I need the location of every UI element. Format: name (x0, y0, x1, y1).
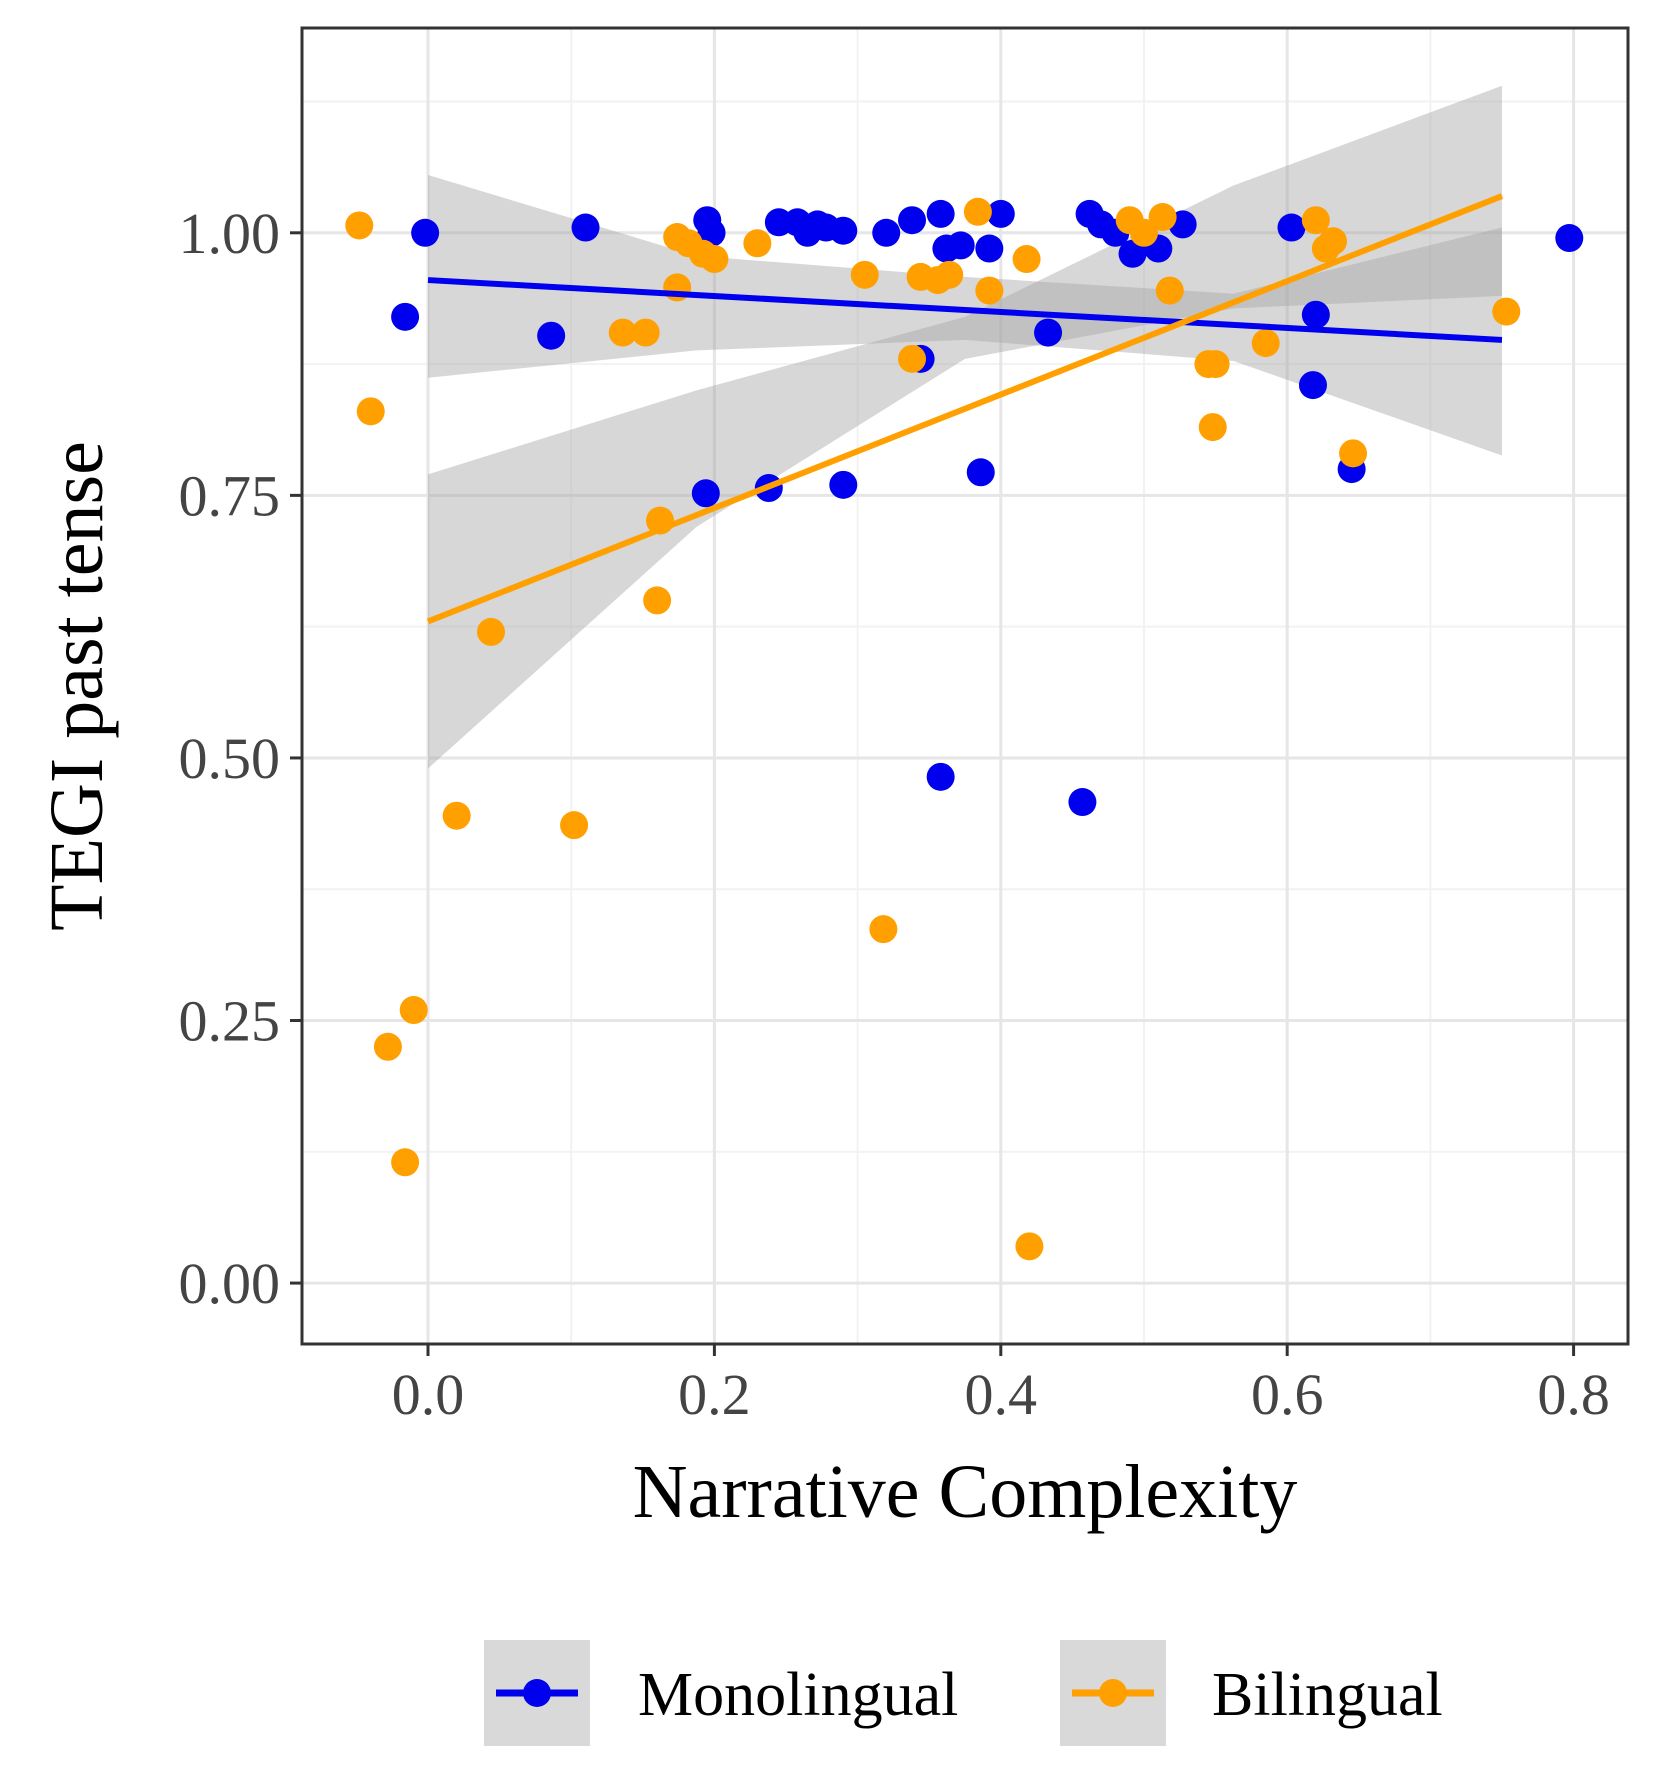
data-point-monolingual (697, 218, 726, 247)
data-point-bilingual (399, 996, 428, 1025)
data-point-bilingual (1201, 350, 1230, 379)
fit-line-monolingual (427, 277, 1503, 343)
x-tick-label: 0.4 (965, 1362, 1038, 1427)
data-point-bilingual (442, 801, 471, 830)
data-point-bilingual (1129, 218, 1158, 247)
data-point-bilingual (477, 617, 506, 646)
data-point-bilingual (1148, 203, 1177, 232)
data-point-bilingual (1198, 413, 1227, 442)
data-point-bilingual (391, 1148, 420, 1177)
data-point-monolingual (926, 199, 955, 228)
legend-key-point-bilingual (1099, 1679, 1127, 1707)
data-point-monolingual (391, 302, 420, 331)
data-point-bilingual (975, 276, 1004, 305)
data-point-bilingual (1155, 276, 1184, 305)
data-point-bilingual (608, 318, 637, 347)
confidence-band-monolingual (428, 175, 1502, 456)
data-point-monolingual (1301, 300, 1330, 329)
y-tick-label: 0.25 (179, 989, 281, 1054)
data-point-monolingual (537, 321, 566, 350)
data-point-monolingual (946, 231, 975, 260)
data-point-monolingual (691, 479, 720, 508)
x-tick-label: 0.6 (1251, 1362, 1324, 1427)
data-point-monolingual (872, 218, 901, 247)
data-point-bilingual (345, 211, 374, 240)
data-point-bilingual (356, 397, 385, 426)
data-point-bilingual (1012, 245, 1041, 274)
data-point-bilingual (898, 344, 927, 373)
legend-label-monolingual: Monolingual (638, 1661, 958, 1729)
data-point-monolingual (975, 234, 1004, 263)
data-point-monolingual (1118, 239, 1147, 268)
data-point-bilingual (963, 197, 992, 226)
x-axis: 0.0 0.2 0.4 0.6 0.8 (392, 1344, 1610, 1427)
data-points (345, 197, 1584, 1261)
data-point-monolingual (1068, 788, 1097, 817)
fit-line-bilingual (426, 193, 1504, 625)
data-point-bilingual (1301, 206, 1330, 235)
data-point-monolingual (1555, 224, 1584, 253)
data-point-monolingual (966, 458, 995, 487)
y-axis-title: TEGI past tense (35, 441, 119, 931)
data-point-monolingual (411, 218, 440, 247)
data-point-bilingual (700, 245, 729, 274)
data-point-monolingual (829, 216, 858, 245)
confidence-band-bilingual (428, 85, 1502, 769)
data-point-monolingual (1298, 371, 1327, 400)
data-point-bilingual (560, 811, 589, 840)
y-tick-label: 0.00 (179, 1251, 281, 1316)
data-point-bilingual (935, 260, 964, 289)
legend-key-point-monolingual (523, 1679, 551, 1707)
data-point-bilingual (869, 915, 898, 944)
y-tick-label: 1.00 (179, 201, 281, 266)
fit-lines (426, 193, 1504, 625)
data-point-bilingual (850, 260, 879, 289)
data-point-bilingual (1492, 297, 1521, 326)
plot-panel-border (300, 26, 1630, 1346)
data-point-monolingual (571, 213, 600, 242)
x-tick-label: 0.8 (1537, 1362, 1610, 1427)
data-point-bilingual (1339, 439, 1368, 468)
data-point-monolingual (1277, 213, 1306, 242)
confidence-ribbons (428, 85, 1502, 769)
y-tick-label: 0.75 (179, 463, 281, 528)
data-point-bilingual (743, 229, 772, 258)
data-point-bilingual (1015, 1232, 1044, 1261)
legend: Monolingual Bilingual (484, 1640, 1443, 1746)
x-axis-title: Narrative Complexity (633, 1450, 1298, 1534)
data-point-bilingual (1319, 227, 1348, 256)
legend-label-bilingual: Bilingual (1212, 1661, 1443, 1729)
x-tick-label: 0.2 (678, 1362, 751, 1427)
data-point-bilingual (631, 318, 660, 347)
data-point-monolingual (829, 470, 858, 499)
data-point-monolingual (986, 199, 1015, 228)
data-point-monolingual (1034, 318, 1063, 347)
y-tick-label: 0.50 (179, 726, 281, 791)
data-point-monolingual (926, 762, 955, 791)
y-axis: 0.00 0.25 0.50 0.75 1.00 (179, 201, 302, 1316)
data-point-bilingual (1251, 329, 1280, 358)
data-point-monolingual (898, 206, 927, 235)
data-point-bilingual (643, 586, 672, 615)
x-tick-label: 0.0 (392, 1362, 465, 1427)
data-point-bilingual (373, 1032, 402, 1061)
